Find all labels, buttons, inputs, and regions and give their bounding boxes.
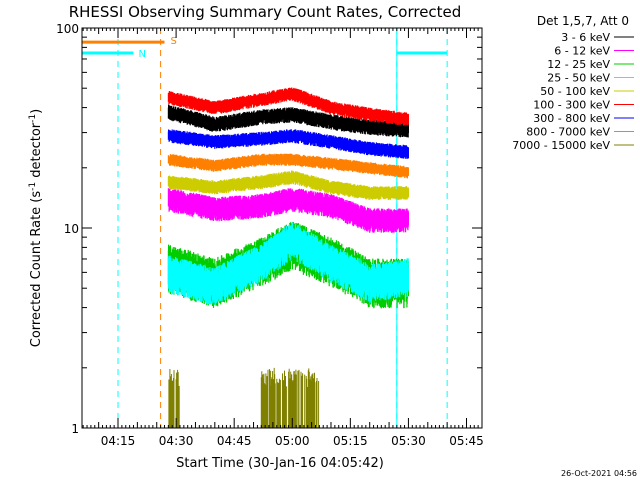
series-trace [167,129,409,159]
timestamp: 26-Oct-2021 04:56 [561,469,637,478]
x-tick-label: 05:30 [391,434,426,448]
legend-label: 6 - 12 keV [554,45,610,58]
x-tick-label: 05:45 [449,434,484,448]
flag-layer: SN [82,36,448,60]
x-tick-label: 05:00 [275,434,310,448]
series-trace [167,87,409,126]
x-tick-label: 04:30 [159,434,194,448]
series-300-800-kev [167,129,409,159]
series-trace [167,153,409,179]
legend-label: 300 - 800 keV [533,112,610,125]
night-flag-label: N [139,49,146,60]
x-tick-label: 04:15 [101,434,136,448]
x-tick-label: 04:45 [217,434,252,448]
y-axis-label-sup: -1 [28,182,38,191]
y-axis-label-part: Corrected Count Rate (s [29,191,44,348]
series-800-7000-kev [167,153,409,179]
legend-label: 7000 - 15000 keV [512,139,610,152]
legend-label: 50 - 100 keV [540,85,610,98]
series-3-6-kev [167,104,409,138]
legend-title: Det 1,5,7, Att 0 [537,14,629,28]
series-50-100-kev [167,170,409,200]
legend-label: 800 - 7000 keV [526,126,610,139]
series-trace [167,170,409,200]
y-axis: 1 10 100 [56,22,482,436]
y-tick-label: 100 [56,22,79,36]
series-100-300-kev [167,87,409,126]
x-tick-label: 05:15 [333,434,368,448]
series-trace [167,188,409,233]
y-axis-label: Corrected Count Rate (s-1 detector-1) [28,109,44,347]
y-tick-label: 10 [64,222,79,236]
x-axis-label: Start Time (30-Jan-16 04:05:42) [176,456,384,471]
legend-label: 12 - 25 keV [547,58,610,71]
series-7000-15000-kev [168,367,320,428]
y-axis-label-part: ) [29,109,44,114]
series-bars [168,367,320,428]
y-axis-label-sup: -1 [28,114,38,123]
series-6-12-kev [167,188,409,233]
legend-label: 3 - 6 keV [561,31,610,44]
series-trace [167,222,409,306]
x-axis: 04:15 04:30 04:45 05:00 05:15 05:30 05:45 [82,28,484,448]
legend-label: 25 - 50 keV [547,72,610,85]
chart-title: RHESSI Observing Summary Count Rates, Co… [69,3,462,21]
y-axis-label-part: detector [29,122,44,182]
series-trace [167,104,409,138]
y-tick-label: 1 [71,422,79,436]
series-layer [167,87,409,428]
attenuator-flag-label: S [170,36,176,47]
series-25-50-kev [167,222,409,306]
legend-label: 100 - 300 keV [533,99,610,112]
